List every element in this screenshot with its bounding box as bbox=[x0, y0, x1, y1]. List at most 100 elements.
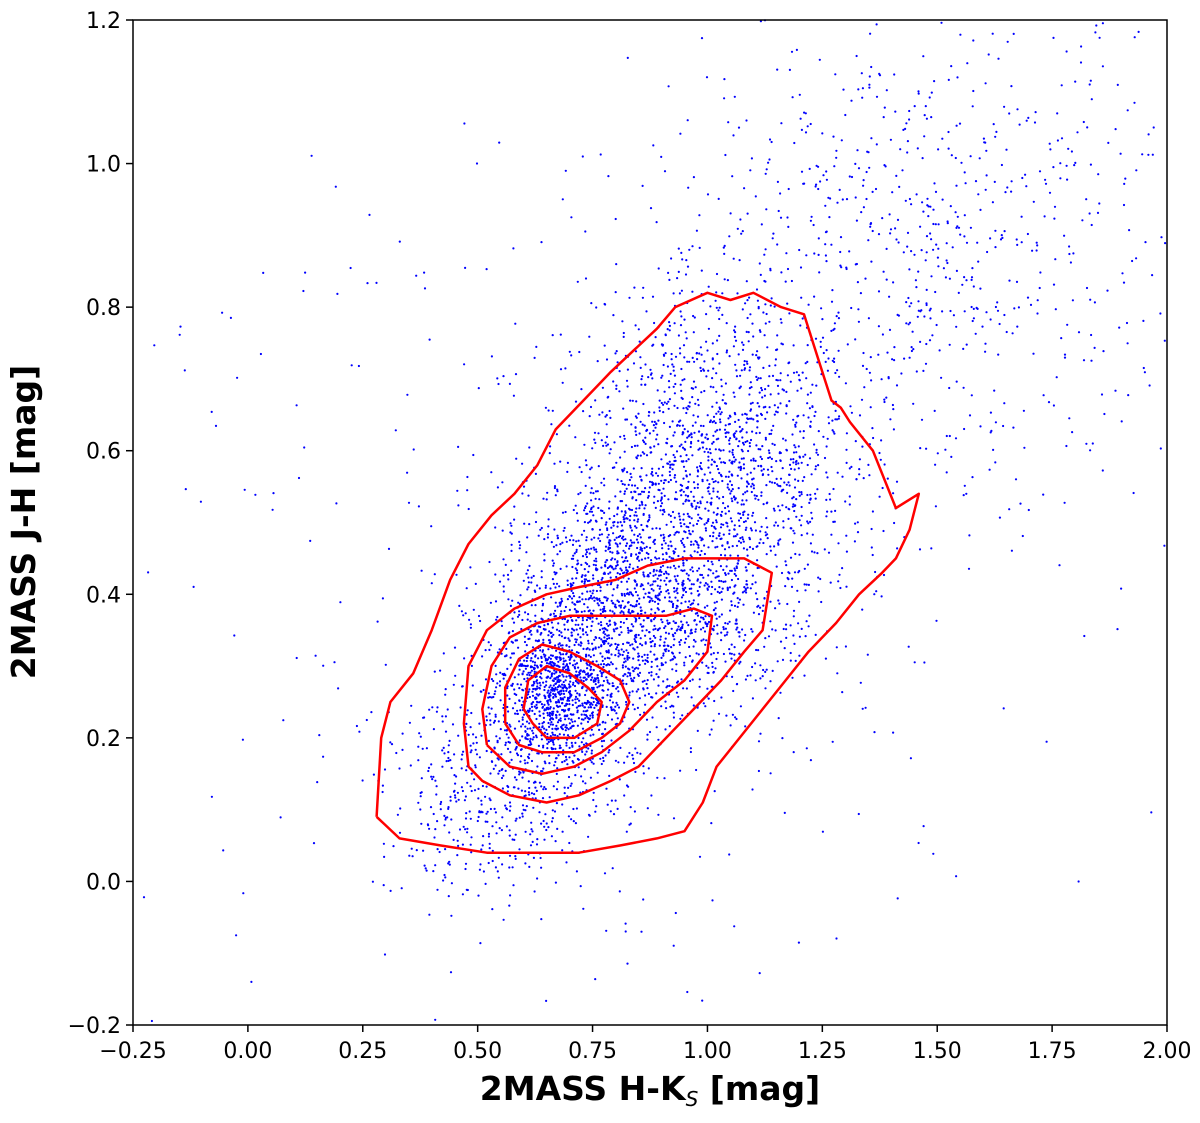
data-point bbox=[703, 523, 706, 526]
data-point bbox=[714, 613, 717, 616]
data-point bbox=[703, 606, 707, 609]
data-point bbox=[548, 452, 551, 455]
data-point bbox=[531, 709, 534, 713]
data-point bbox=[601, 732, 605, 735]
data-point bbox=[471, 684, 474, 687]
data-point bbox=[713, 601, 716, 604]
data-point bbox=[633, 638, 636, 641]
data-point bbox=[889, 228, 893, 231]
data-point bbox=[574, 400, 578, 403]
data-point bbox=[564, 605, 568, 609]
data-point bbox=[634, 590, 638, 594]
data-point bbox=[823, 548, 826, 551]
data-point bbox=[941, 137, 944, 140]
data-point bbox=[729, 212, 732, 215]
data-point bbox=[616, 507, 619, 510]
data-point bbox=[954, 156, 957, 160]
data-point bbox=[418, 732, 421, 735]
data-point bbox=[878, 74, 882, 77]
data-point bbox=[910, 302, 913, 305]
data-point bbox=[521, 804, 525, 807]
data-point bbox=[538, 811, 541, 814]
data-point bbox=[582, 743, 586, 746]
data-point bbox=[673, 404, 676, 407]
data-point bbox=[546, 691, 549, 694]
data-point bbox=[693, 316, 696, 319]
data-point bbox=[611, 701, 615, 704]
data-point bbox=[692, 495, 695, 498]
data-point bbox=[645, 545, 648, 549]
data-point bbox=[605, 676, 608, 679]
data-point bbox=[452, 838, 455, 842]
data-point bbox=[724, 512, 727, 515]
data-point bbox=[651, 599, 654, 603]
data-point bbox=[679, 629, 682, 632]
data-point bbox=[674, 382, 677, 386]
data-point bbox=[466, 489, 469, 492]
data-point bbox=[550, 835, 554, 838]
data-point bbox=[759, 377, 762, 380]
data-point bbox=[659, 505, 663, 508]
data-point bbox=[816, 552, 819, 555]
data-point bbox=[687, 515, 690, 518]
data-point bbox=[620, 524, 624, 527]
data-point bbox=[669, 514, 672, 518]
data-point bbox=[401, 748, 404, 752]
data-point bbox=[520, 696, 524, 699]
data-point bbox=[628, 296, 631, 299]
data-point bbox=[700, 434, 703, 437]
data-point bbox=[929, 317, 932, 320]
data-point bbox=[553, 664, 556, 667]
data-point bbox=[945, 259, 948, 262]
data-point bbox=[573, 552, 576, 555]
data-point bbox=[494, 764, 497, 767]
data-point bbox=[578, 350, 581, 354]
data-point bbox=[489, 723, 492, 726]
data-point bbox=[597, 702, 601, 705]
data-point bbox=[652, 589, 655, 592]
data-point bbox=[598, 583, 601, 587]
data-point bbox=[707, 697, 710, 700]
data-point bbox=[649, 641, 653, 644]
data-point bbox=[650, 665, 653, 669]
data-point bbox=[1094, 31, 1097, 34]
data-point bbox=[616, 686, 619, 689]
data-point bbox=[478, 756, 481, 759]
data-point bbox=[542, 597, 545, 600]
data-point bbox=[748, 538, 752, 541]
data-point bbox=[608, 657, 611, 660]
data-point bbox=[814, 337, 818, 340]
data-point bbox=[641, 503, 644, 506]
data-point bbox=[796, 415, 799, 418]
data-point bbox=[561, 511, 565, 514]
data-point bbox=[825, 471, 828, 474]
data-point bbox=[763, 597, 766, 600]
data-point bbox=[639, 606, 642, 609]
data-point bbox=[636, 557, 639, 560]
data-point bbox=[722, 449, 725, 452]
data-point bbox=[626, 675, 629, 678]
data-point bbox=[1137, 30, 1140, 33]
data-point bbox=[666, 678, 669, 681]
data-point bbox=[508, 834, 511, 837]
data-point bbox=[434, 864, 437, 867]
data-point bbox=[645, 629, 648, 632]
data-point bbox=[573, 659, 576, 662]
data-point bbox=[613, 538, 616, 542]
data-point bbox=[577, 758, 580, 761]
data-point bbox=[791, 577, 794, 580]
data-point bbox=[955, 226, 958, 229]
data-point bbox=[662, 558, 665, 561]
data-point bbox=[712, 487, 715, 490]
data-point bbox=[929, 232, 932, 235]
data-point bbox=[761, 675, 764, 678]
data-point bbox=[735, 375, 739, 378]
data-point bbox=[755, 354, 758, 357]
data-point bbox=[768, 364, 771, 367]
data-point bbox=[581, 629, 585, 632]
data-point bbox=[877, 233, 881, 236]
data-point bbox=[567, 709, 570, 712]
data-point bbox=[541, 609, 544, 613]
data-point bbox=[965, 241, 969, 244]
data-point bbox=[553, 528, 556, 531]
